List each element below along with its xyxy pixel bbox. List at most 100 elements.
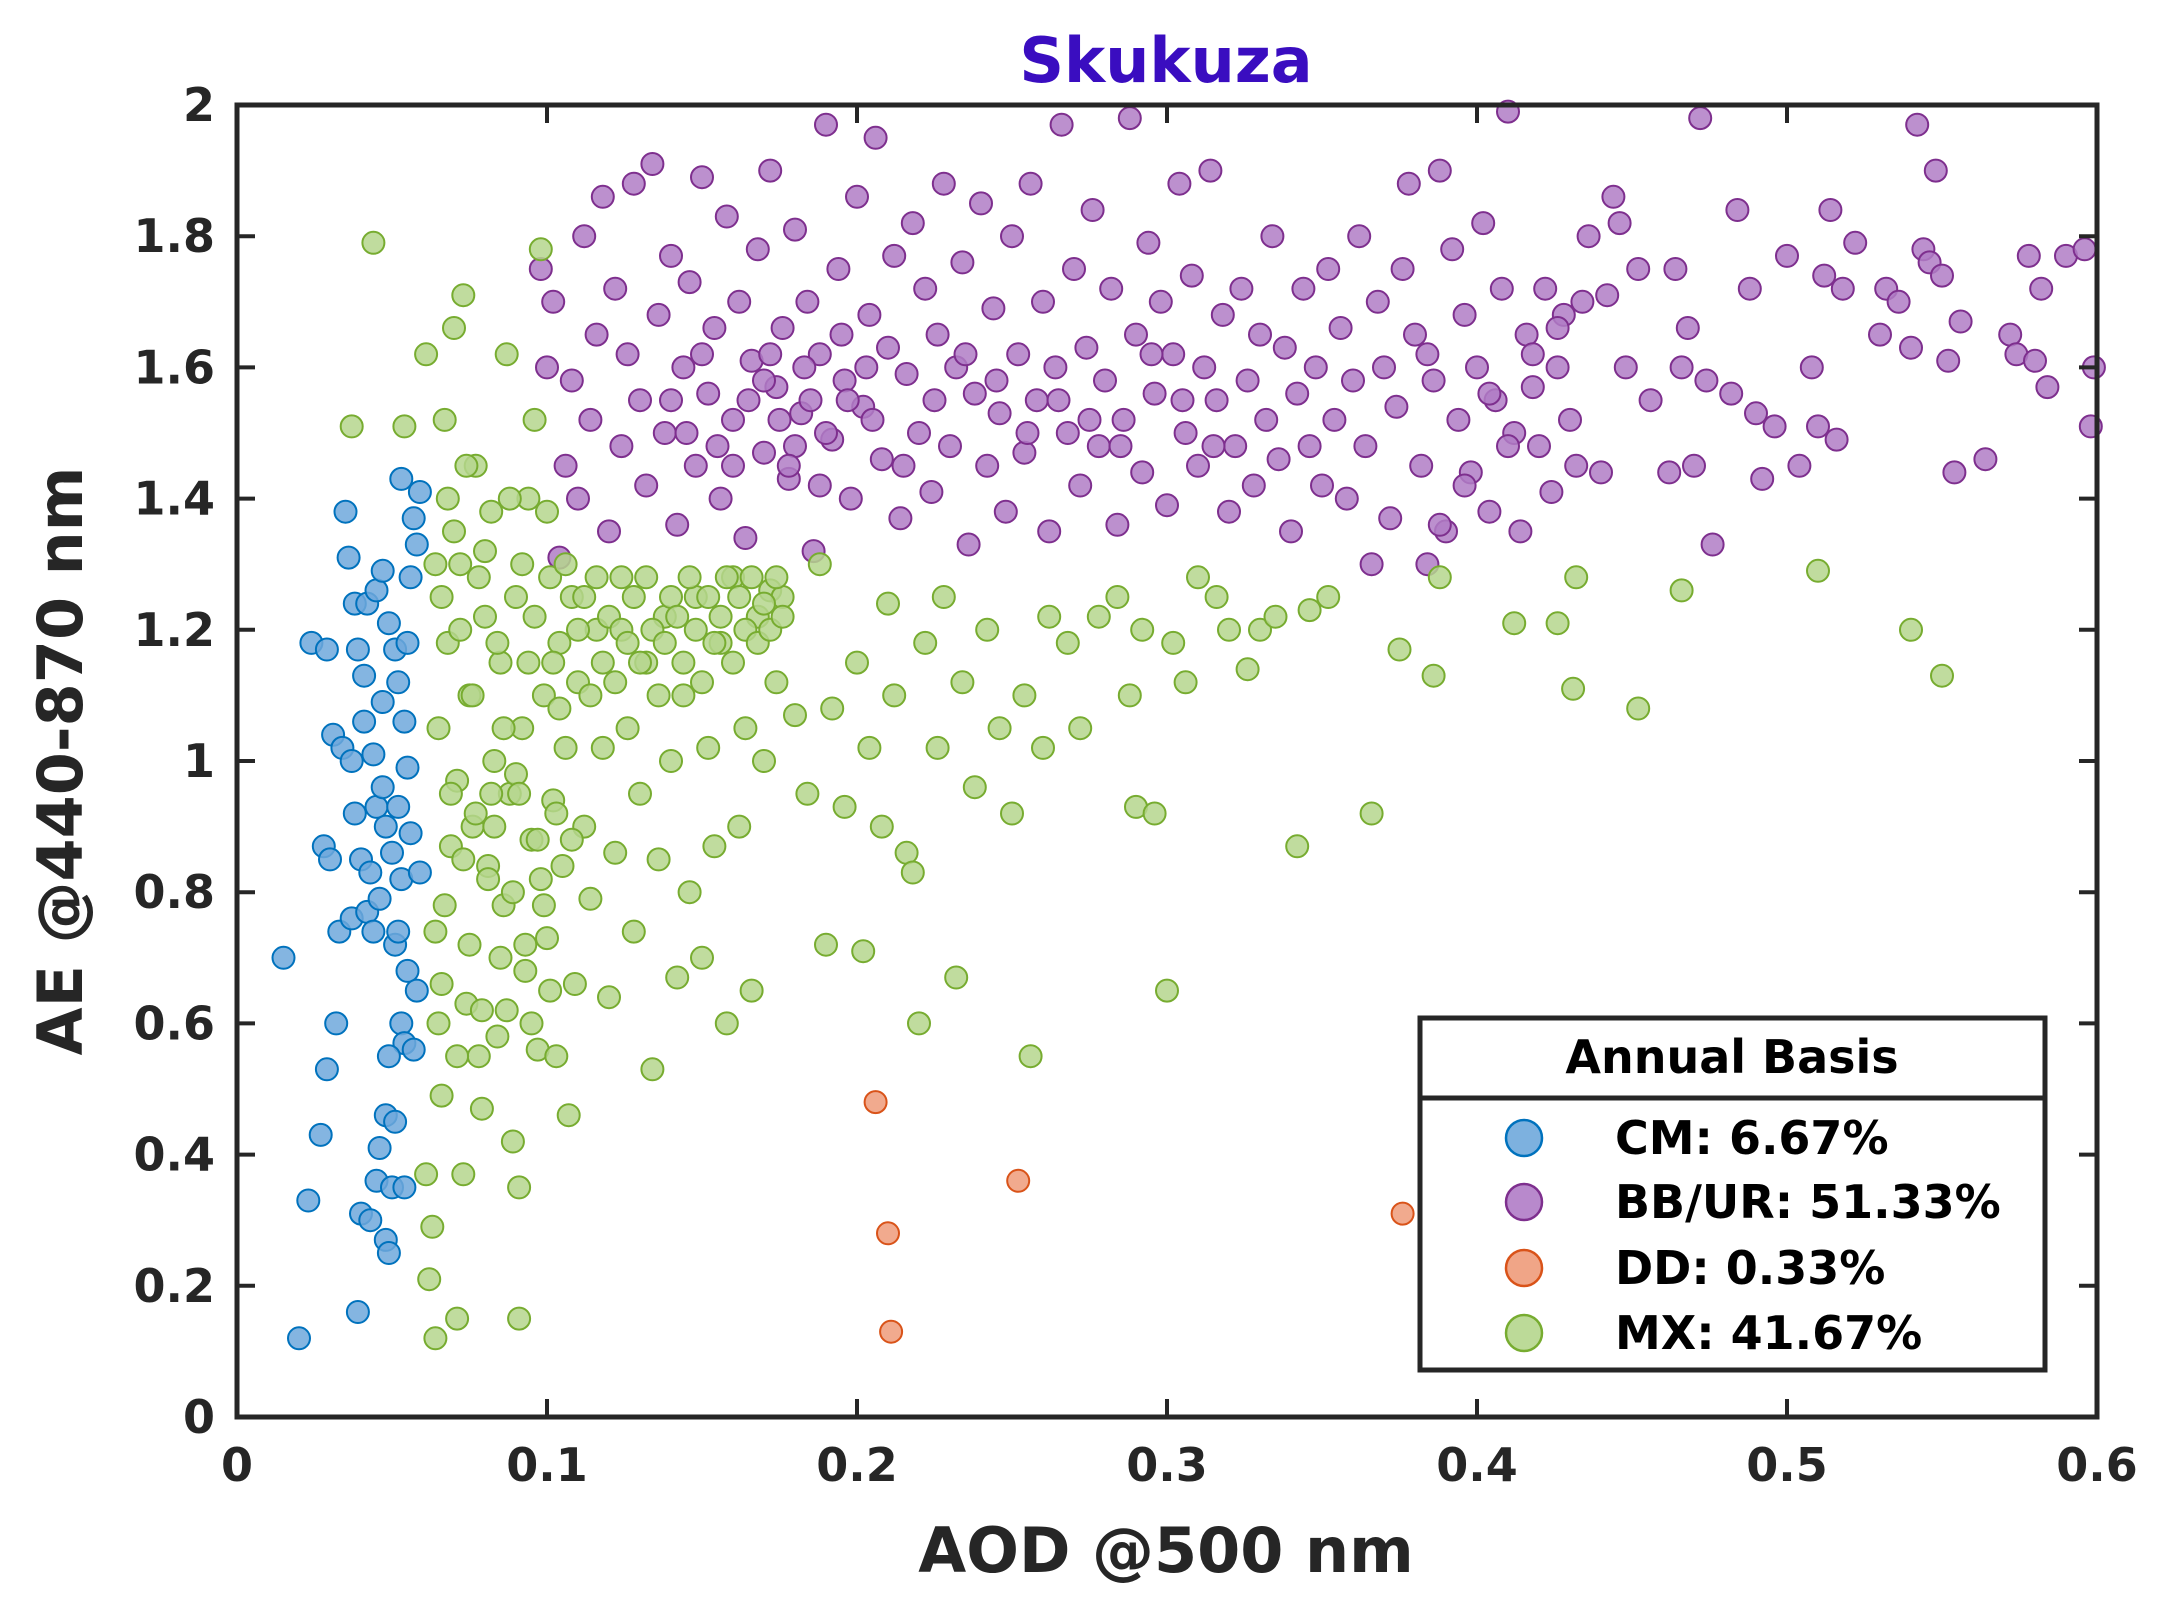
series-1-point bbox=[1427, 512, 1452, 537]
series-0-point bbox=[352, 709, 377, 734]
series-1-point bbox=[1049, 112, 1074, 137]
series-3-point bbox=[1285, 834, 1310, 859]
series-3-point bbox=[547, 630, 572, 655]
series-0-point bbox=[345, 637, 370, 662]
series-1-point bbox=[792, 355, 817, 380]
series-3-point bbox=[1263, 604, 1288, 629]
series-1-point bbox=[1155, 493, 1179, 518]
series-1-point bbox=[826, 257, 851, 281]
series-3-point bbox=[442, 519, 466, 544]
series-3-point bbox=[733, 716, 758, 741]
series-1-point bbox=[1762, 414, 1787, 439]
series-0-point bbox=[324, 1011, 349, 1036]
series-1-point bbox=[1812, 263, 1837, 288]
series-1-point bbox=[1936, 348, 1961, 373]
series-3-point bbox=[1297, 598, 1322, 623]
series-1-point bbox=[993, 499, 1018, 524]
series-3-point bbox=[1068, 716, 1093, 741]
series-1-point bbox=[553, 453, 578, 478]
series-1-point bbox=[1310, 473, 1334, 498]
series-3-point bbox=[460, 683, 485, 708]
series-3-point bbox=[488, 945, 513, 970]
series-3 bbox=[339, 230, 1954, 1351]
series-1-point bbox=[1062, 257, 1086, 281]
series-1-point bbox=[1229, 276, 1254, 301]
x-tick-label: 0.6 bbox=[2056, 1438, 2138, 1492]
series-1-point bbox=[690, 342, 714, 367]
series-3-point bbox=[457, 932, 482, 957]
series-1-point bbox=[1297, 434, 1322, 459]
series-1-point bbox=[572, 224, 597, 249]
series-1-point bbox=[956, 532, 981, 557]
x-axis-ticks: 0 0.1 0.2 0.3 0.4 0.5 0.6 bbox=[221, 105, 2138, 1492]
series-1 bbox=[528, 99, 2106, 577]
series-0-point bbox=[342, 801, 367, 826]
series-3-point bbox=[476, 867, 501, 892]
series-3-point bbox=[513, 958, 538, 983]
series-3-point bbox=[423, 552, 448, 577]
series-1-point bbox=[770, 316, 795, 340]
series-1-point bbox=[1055, 421, 1080, 445]
series-1-point bbox=[1046, 388, 1071, 413]
series-1-point bbox=[1613, 355, 1638, 380]
series-1-point bbox=[962, 381, 987, 406]
series-1-point bbox=[1533, 276, 1558, 301]
series-3-point bbox=[488, 650, 513, 675]
series-1-point bbox=[1136, 230, 1161, 255]
series-1-point bbox=[745, 237, 770, 262]
x-tick-label: 0.3 bbox=[1126, 1438, 1208, 1492]
series-3-point bbox=[1930, 663, 1954, 688]
series-3-point bbox=[519, 1011, 544, 1036]
series-2-point bbox=[879, 1319, 904, 1344]
series-3-point bbox=[925, 735, 950, 760]
series-0-point bbox=[386, 919, 411, 944]
legend-label: CM: 6.67% bbox=[1615, 1111, 1889, 1165]
series-1-point bbox=[1744, 401, 1768, 426]
series-3-point bbox=[485, 630, 510, 655]
series-1-point bbox=[1074, 335, 1099, 360]
series-1-point bbox=[1006, 342, 1031, 367]
series-3-point bbox=[463, 801, 488, 826]
series-1-point bbox=[702, 316, 727, 340]
series-1-point bbox=[721, 407, 745, 432]
series-1-point bbox=[838, 486, 863, 511]
series-3-point bbox=[414, 1162, 439, 1187]
series-3-point bbox=[547, 696, 572, 721]
series-3-point bbox=[445, 1306, 470, 1331]
series-3-point bbox=[466, 565, 491, 590]
series-3-point bbox=[500, 880, 525, 905]
series-0-point bbox=[271, 945, 296, 970]
series-3-point bbox=[857, 735, 882, 760]
series-1-point bbox=[1201, 434, 1226, 459]
series-3-point bbox=[1130, 617, 1155, 642]
series-3-point bbox=[1204, 585, 1229, 609]
series-3-point bbox=[665, 965, 690, 990]
series-3-point bbox=[1235, 657, 1260, 682]
series-1-point bbox=[1139, 342, 1164, 367]
series-1-point bbox=[721, 453, 745, 478]
series-3-point bbox=[764, 565, 789, 590]
series-1-point bbox=[807, 342, 832, 367]
series-1-point bbox=[854, 355, 879, 380]
series-1-point bbox=[1830, 276, 1855, 301]
series-0-point bbox=[367, 1136, 392, 1160]
series-1-point bbox=[1359, 552, 1384, 577]
series-1-point bbox=[659, 243, 683, 268]
series-1-point bbox=[1843, 230, 1868, 255]
series-1-point bbox=[1341, 368, 1365, 393]
series-1-point bbox=[1446, 407, 1471, 432]
series-1-point bbox=[609, 434, 634, 459]
legend-entry: DD: 0.33% bbox=[1504, 1241, 1885, 1295]
series-1-point bbox=[1775, 243, 1799, 268]
series-1-point bbox=[1657, 460, 1682, 485]
x-tick-label: 0.5 bbox=[1746, 1438, 1828, 1492]
series-3-point bbox=[522, 407, 547, 432]
y-tick-label: 0.4 bbox=[134, 1128, 216, 1182]
series-0-point bbox=[314, 1057, 339, 1082]
series-3-point bbox=[538, 978, 563, 1003]
series-1-point bbox=[578, 407, 603, 432]
series-0-point bbox=[395, 958, 420, 983]
series-1-point bbox=[1520, 375, 1545, 400]
series-3-point bbox=[907, 1011, 931, 1036]
